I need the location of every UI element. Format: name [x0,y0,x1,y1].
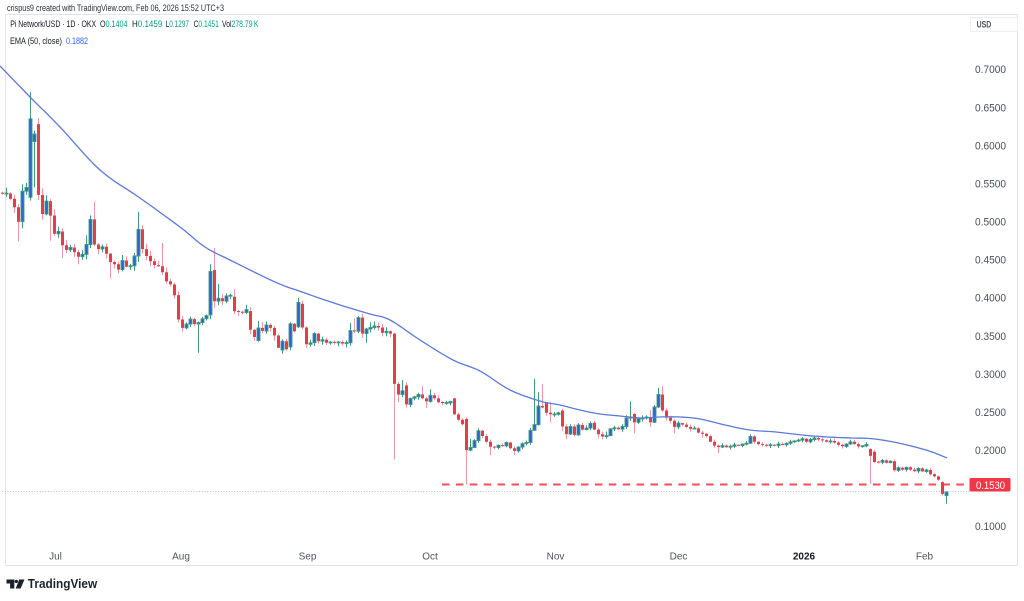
svg-text:Sep: Sep [299,552,317,563]
svg-text:2026: 2026 [793,552,816,563]
svg-text:EMA (50, close): EMA (50, close) [10,36,62,47]
svg-text:Jul: Jul [49,552,62,563]
svg-text:Nov: Nov [547,552,565,563]
svg-text:0.6000: 0.6000 [975,140,1006,152]
svg-text:0.6500: 0.6500 [975,102,1006,114]
svg-text:0.3500: 0.3500 [975,331,1006,343]
svg-text:Aug: Aug [172,552,190,563]
svg-text:Pi Network/USD · 1D · OKX: Pi Network/USD · 1D · OKX [10,19,96,30]
svg-text:crispus9 created with TradingV: crispus9 created with TradingView.com, F… [7,3,224,14]
svg-text:O0.1404: O0.1404 [100,19,128,30]
svg-text:0.4000: 0.4000 [975,293,1006,305]
svg-text:Dec: Dec [670,552,688,563]
svg-text:C0.1451: C0.1451 [194,19,219,30]
svg-text:0.5500: 0.5500 [975,179,1006,191]
svg-text:Oct: Oct [422,552,438,563]
svg-text:0.3000: 0.3000 [975,369,1006,381]
svg-text:TradingView: TradingView [28,577,98,591]
svg-text:0.1882: 0.1882 [66,36,88,47]
svg-text:USD: USD [977,19,992,30]
svg-text:0.5000: 0.5000 [975,217,1006,229]
svg-text:0.2000: 0.2000 [975,445,1006,457]
svg-text:0.2500: 0.2500 [975,407,1006,419]
svg-text:L0.1297: L0.1297 [166,19,189,30]
svg-text:0.1000: 0.1000 [975,521,1006,533]
svg-text:Vol278.79 K: Vol278.79 K [222,19,259,30]
svg-text:0.4500: 0.4500 [975,255,1006,267]
svg-text:Feb: Feb [916,552,934,563]
svg-text:0.7000: 0.7000 [975,64,1006,76]
svg-text:H0.1459: H0.1459 [132,19,162,30]
svg-text:0.1530: 0.1530 [976,480,1005,492]
